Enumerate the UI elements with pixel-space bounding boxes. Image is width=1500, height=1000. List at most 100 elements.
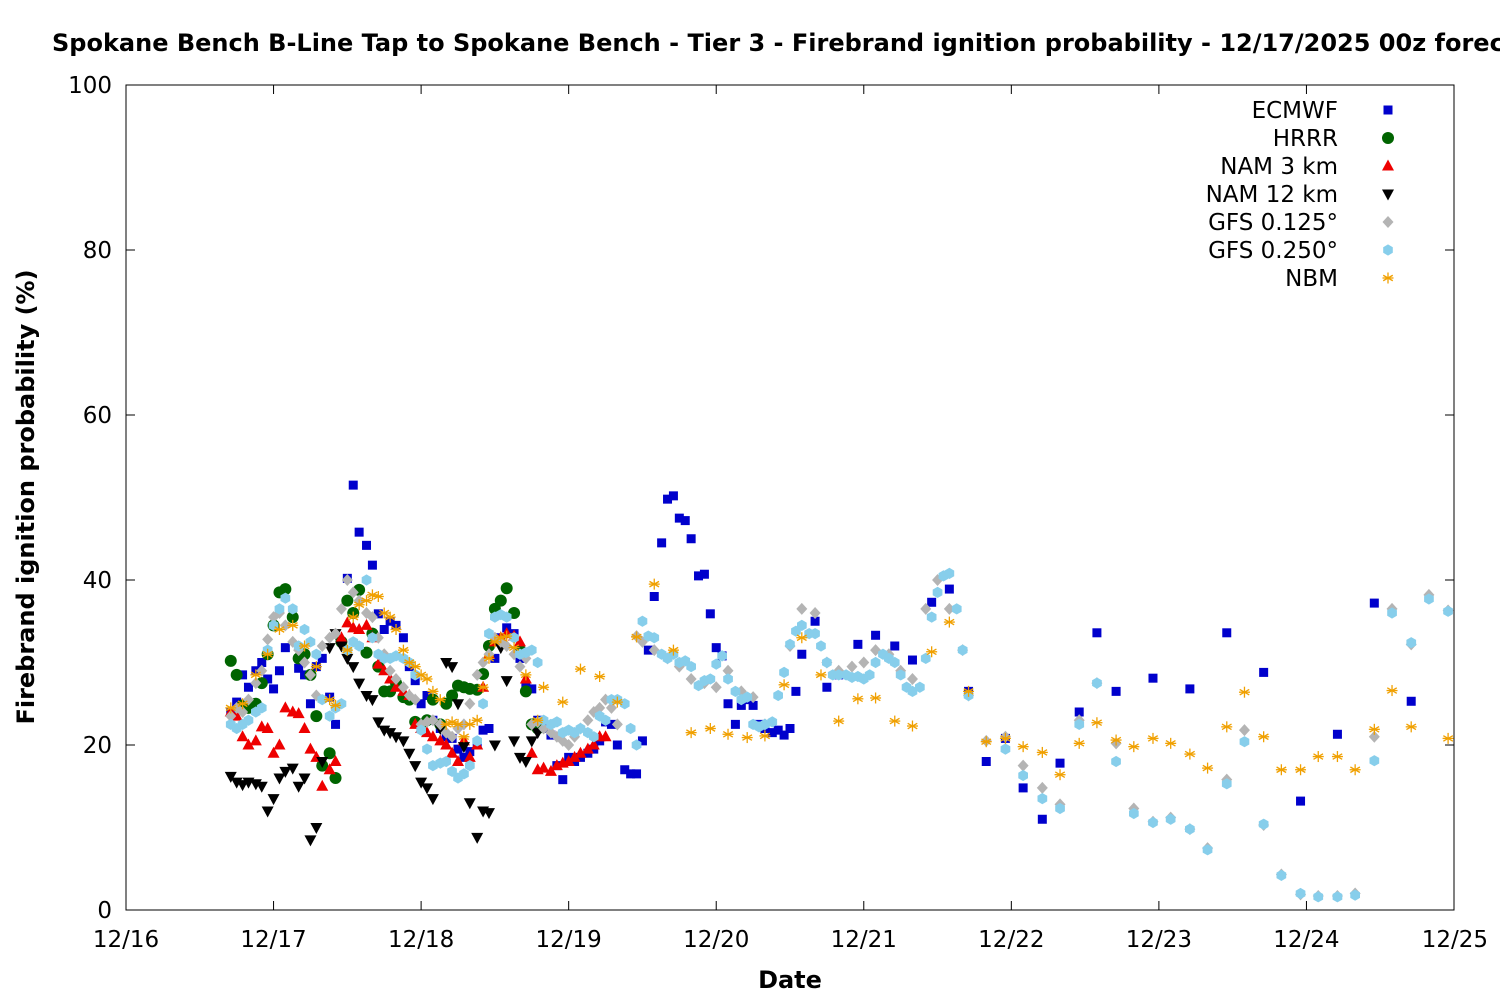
point-gfs-0-250: [760, 718, 770, 730]
point-nbm: [1128, 741, 1140, 753]
point-ecmwf: [269, 684, 279, 694]
point-ecmwf: [416, 699, 426, 709]
point-gfs-0-250: [287, 603, 298, 615]
x-tick-label: 12/20: [683, 927, 749, 953]
point-gfs-0-250: [944, 567, 955, 579]
point-ecmwf: [927, 597, 937, 607]
point-nbm: [1091, 717, 1103, 729]
point-nbm: [1110, 734, 1122, 746]
point-gfs-0-250: [354, 640, 364, 652]
point-nam-3-km: [537, 761, 550, 773]
point-ecmwf: [694, 571, 704, 581]
point-gfs-0-125: [809, 607, 821, 619]
point-ecmwf: [773, 725, 783, 735]
point-nam-3-km: [273, 738, 286, 750]
point-hrrr: [500, 582, 513, 595]
point-gfs-0-250: [705, 673, 716, 685]
point-ecmwf: [663, 494, 673, 504]
point-gfs-0-250: [441, 755, 451, 768]
point-gfs-0-250: [957, 644, 968, 656]
point-gfs-0-250: [526, 644, 537, 656]
point-gfs-0-250: [361, 574, 372, 586]
legend-marker: [1383, 105, 1393, 115]
point-ecmwf: [637, 736, 647, 746]
point-nam-3-km: [353, 623, 366, 634]
point-nam-12-km: [316, 757, 329, 768]
point-nam-3-km: [261, 722, 274, 733]
point-ecmwf: [243, 682, 253, 692]
y-tick-label: 0: [97, 898, 112, 924]
point-gfs-0-250: [723, 673, 733, 685]
point-gfs-0-125: [920, 602, 932, 615]
point-gfs-0-250: [730, 685, 741, 697]
point-ecmwf: [705, 609, 715, 619]
point-gfs-0-250: [864, 669, 875, 681]
point-nam-12-km: [366, 695, 379, 707]
point-hrrr: [519, 685, 532, 698]
point-ecmwf: [907, 655, 917, 665]
point-nam-12-km: [298, 773, 311, 785]
point-gfs-0-125: [594, 701, 606, 714]
point-gfs-0-125: [341, 574, 353, 586]
point-gfs-0-250: [1037, 793, 1048, 805]
point-nam-12-km: [508, 736, 521, 748]
point-ecmwf: [723, 699, 733, 709]
point-nam-12-km: [409, 761, 422, 773]
point-nbm: [347, 611, 359, 623]
point-nbm: [458, 731, 470, 743]
point-nbm: [483, 652, 495, 664]
point-nbm: [594, 671, 606, 683]
point-gfs-0-250: [478, 698, 488, 710]
point-nbm: [611, 696, 623, 708]
point-ecmwf: [668, 491, 678, 501]
legend-label: GFS 0.250°: [1208, 238, 1338, 264]
point-nam-12-km: [279, 766, 292, 778]
point-hrrr: [230, 668, 243, 681]
point-nam-12-km: [446, 662, 459, 674]
point-nam-3-km: [298, 722, 311, 733]
point-ecmwf: [1055, 758, 1065, 768]
point-hrrr: [224, 654, 237, 667]
point-hrrr: [323, 747, 336, 760]
point-nam-3-km: [525, 746, 538, 758]
point-hrrr: [446, 689, 459, 702]
point-hrrr: [329, 772, 342, 784]
point-nbm: [557, 696, 569, 708]
point-nbm: [704, 723, 716, 734]
y-tick-label: 100: [68, 73, 112, 99]
point-ecmwf: [1296, 796, 1306, 806]
point-nam-3-km: [360, 618, 373, 630]
point-ecmwf: [797, 649, 807, 659]
point-gfs-0-250: [1000, 743, 1011, 755]
point-nbm: [1368, 723, 1380, 735]
point-nbm: [833, 715, 845, 727]
point-nbm: [1036, 746, 1048, 758]
point-nam-3-km: [335, 631, 348, 643]
point-nbm: [538, 681, 550, 693]
point-gfs-0-125: [514, 660, 526, 673]
point-nam-3-km: [236, 730, 249, 742]
point-nam-12-km: [261, 806, 274, 818]
point-nam-12-km: [347, 662, 360, 674]
point-nbm: [372, 591, 384, 602]
point-ecmwf: [317, 653, 327, 663]
point-gfs-0-125: [1017, 759, 1029, 772]
point-nbm: [1386, 685, 1398, 697]
point-gfs-0-250: [293, 640, 304, 652]
point-gfs-0-250: [915, 681, 925, 693]
point-ecmwf: [263, 674, 273, 684]
point-gfs-0-250: [422, 743, 432, 755]
series-nam-12-km: [224, 629, 544, 847]
point-nam-12-km: [452, 699, 464, 711]
point-gfs-0-250: [631, 739, 642, 751]
point-nbm: [980, 736, 992, 748]
point-gfs-0-250: [1221, 778, 1232, 790]
point-gfs-0-250: [1276, 869, 1287, 881]
point-ecmwf: [459, 752, 469, 762]
point-ecmwf: [484, 724, 494, 733]
point-gfs-0-250: [552, 716, 562, 728]
point-ecmwf: [1148, 673, 1158, 683]
point-gfs-0-250: [1055, 802, 1065, 815]
point-gfs-0-250: [465, 760, 475, 772]
legend-label: NBM: [1285, 266, 1338, 292]
